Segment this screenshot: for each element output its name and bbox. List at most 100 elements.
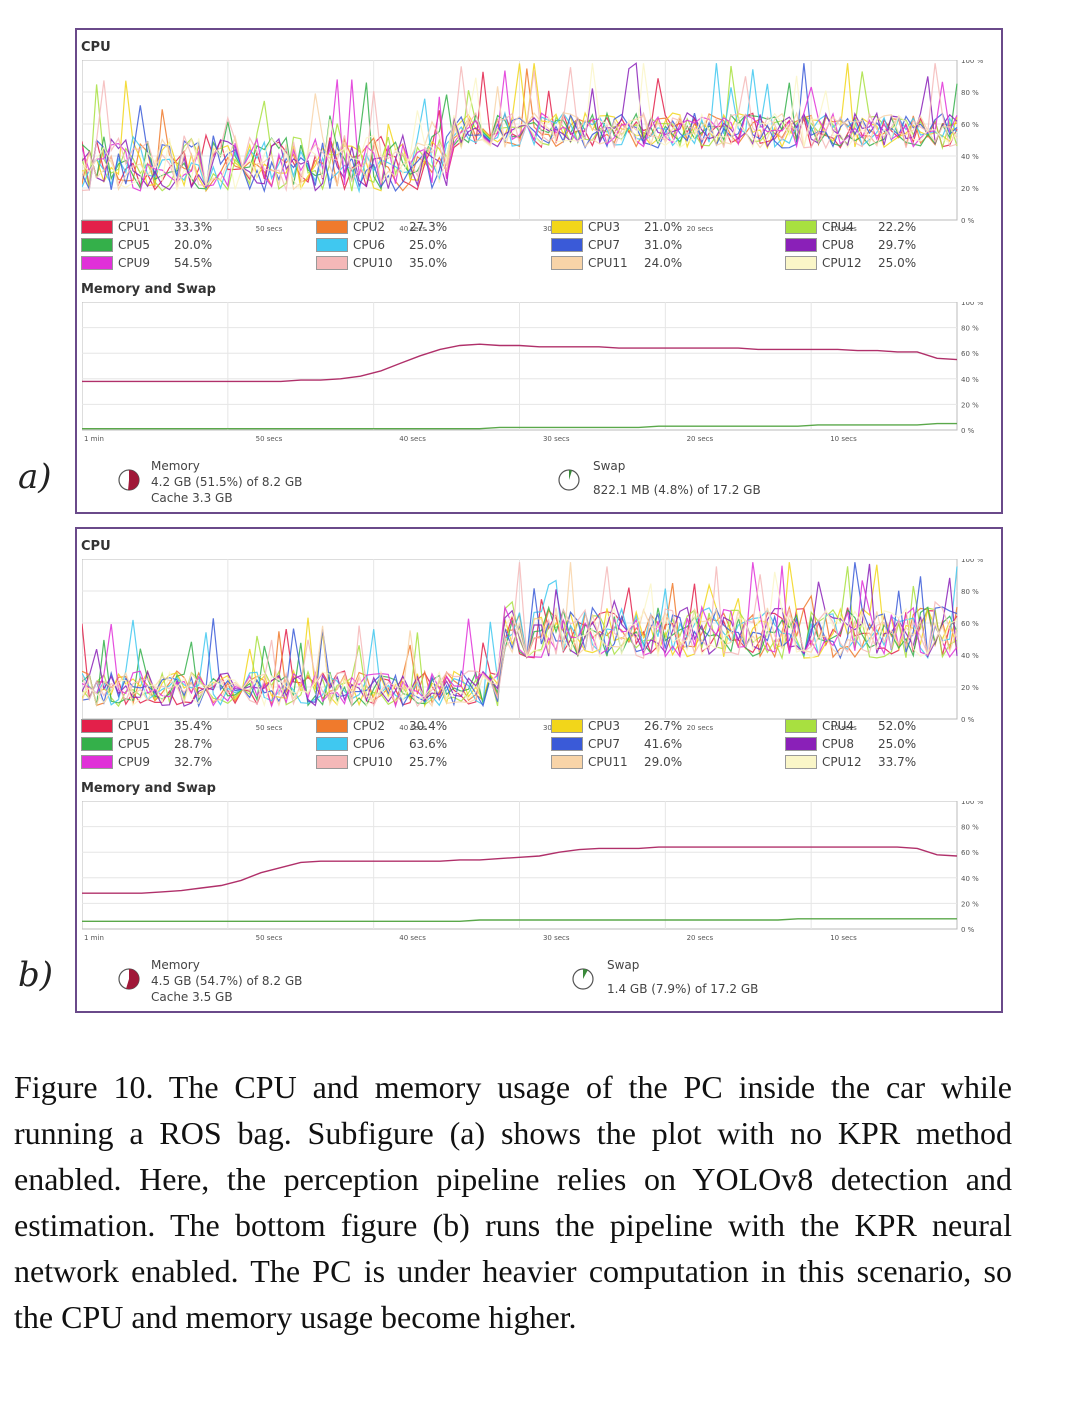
swap-series [82, 918, 957, 923]
y-tick-label: 0 % [961, 217, 975, 225]
cpu-legend-group-1: CPU1 35.4% CPU5 28.7% CPU9 32.7% [81, 717, 234, 771]
x-tick-label: 20 secs [687, 934, 714, 942]
legend-item-cpu3: CPU3 26.7% [551, 717, 704, 735]
legend-value: 27.3% [409, 220, 448, 234]
legend-item-cpu3: CPU3 21.0% [551, 218, 704, 236]
legend-item-cpu8: CPU8 25.0% [785, 735, 938, 753]
legend-name: CPU10 [353, 256, 393, 270]
legend-name: CPU2 [353, 220, 386, 234]
legend-swatch[interactable] [316, 755, 348, 769]
x-tick-label: 50 secs [256, 724, 283, 732]
swap-detail: 822.1 MB (4.8%) of 17.2 GB [593, 483, 761, 497]
legend-swatch[interactable] [785, 220, 817, 234]
legend-swatch[interactable] [551, 256, 583, 270]
legend-value: 33.7% [878, 755, 917, 769]
legend-item-cpu4: CPU4 22.2% [785, 218, 938, 236]
x-tick-label: 20 secs [687, 225, 714, 233]
memory-series [82, 846, 958, 894]
legend-swatch[interactable] [551, 719, 583, 733]
memory-cache: Cache 3.5 GB [151, 990, 233, 1004]
legend-value: 22.2% [878, 220, 917, 234]
legend-name: CPU12 [822, 755, 862, 769]
legend-swatch[interactable] [785, 737, 817, 751]
legend-value: 25.0% [878, 256, 917, 270]
legend-swatch[interactable] [785, 256, 817, 270]
legend-name: CPU11 [588, 755, 628, 769]
memory-detail: 4.2 GB (51.5%) of 8.2 GB [151, 475, 303, 489]
y-tick-label: 0 % [961, 716, 975, 724]
x-tick-label: 40 secs [399, 934, 426, 942]
legend-swatch[interactable] [81, 238, 113, 252]
legend-swatch[interactable] [316, 737, 348, 751]
legend-swatch[interactable] [316, 256, 348, 270]
swap-pie-icon [558, 469, 580, 491]
legend-swatch[interactable] [81, 719, 113, 733]
legend-value: 25.0% [878, 737, 917, 751]
x-tick-label: 50 secs [256, 435, 283, 443]
legend-swatch[interactable] [551, 755, 583, 769]
legend-item-cpu7: CPU7 41.6% [551, 735, 704, 753]
cpu-series-cpu10 [82, 562, 958, 708]
pie-slice [128, 470, 139, 490]
y-tick-label: 60 % [961, 849, 979, 857]
legend-item-cpu11: CPU11 24.0% [551, 254, 704, 272]
legend-swatch[interactable] [316, 719, 348, 733]
legend-swatch[interactable] [551, 737, 583, 751]
cpu-series-cpu9 [82, 70, 958, 192]
legend-swatch[interactable] [316, 238, 348, 252]
legend-swatch[interactable] [785, 719, 817, 733]
legend-item-cpu1: CPU1 33.3% [81, 218, 234, 236]
legend-swatch[interactable] [316, 220, 348, 234]
legend-swatch[interactable] [551, 238, 583, 252]
memory-pie-icon [118, 469, 140, 491]
legend-name: CPU8 [822, 737, 855, 751]
y-tick-label: 100 % [961, 302, 984, 307]
swap-info: Swap 822.1 MB (4.8%) of 17.2 GB [557, 458, 761, 498]
cpu-series-cpu5 [82, 605, 958, 707]
legend-name: CPU4 [822, 220, 855, 234]
legend-name: CPU12 [822, 256, 862, 270]
legend-name: CPU9 [118, 755, 151, 769]
legend-value: 25.7% [409, 755, 448, 769]
legend-swatch[interactable] [81, 755, 113, 769]
legend-name: CPU4 [822, 719, 855, 733]
legend-value: 28.7% [174, 737, 213, 751]
y-tick-label: 40 % [961, 652, 979, 660]
legend-item-cpu9: CPU9 32.7% [81, 753, 234, 771]
x-tick-label: 10 secs [830, 934, 857, 942]
legend-name: CPU1 [118, 719, 151, 733]
y-tick-label: 20 % [961, 684, 979, 692]
legend-swatch[interactable] [81, 737, 113, 751]
legend-swatch[interactable] [81, 220, 113, 234]
legend-item-cpu2: CPU2 27.3% [316, 218, 469, 236]
legend-swatch[interactable] [551, 220, 583, 234]
figure-caption: Figure 10. The CPU and memory usage of t… [14, 1069, 1012, 1335]
memory-section-title: Memory and Swap [81, 781, 216, 796]
x-tick-label: 30 secs [543, 435, 570, 443]
system-monitor-panel-a: CPU 1 min 50 secs 40 secs 30 secs 20 secs 10 … [75, 28, 1003, 514]
legend-value: 30.4% [409, 719, 448, 733]
legend-value: 20.0% [174, 238, 213, 252]
cpu-legend-group-3: CPU3 26.7% CPU7 41.6% CPU11 29.0% [551, 717, 704, 771]
legend-swatch[interactable] [785, 755, 817, 769]
legend-name: CPU2 [353, 719, 386, 733]
x-tick-label: 40 secs [399, 225, 426, 233]
memory-label: Memory [151, 958, 200, 972]
y-tick-label: 0 % [961, 926, 975, 934]
x-tick-label: 40 secs [399, 724, 426, 732]
pie-slice [126, 969, 139, 989]
legend-swatch[interactable] [81, 256, 113, 270]
x-tick-label: 20 secs [687, 724, 714, 732]
legend-value: 25.0% [409, 238, 448, 252]
legend-item-cpu5: CPU5 28.7% [81, 735, 234, 753]
legend-name: CPU3 [588, 220, 621, 234]
cpu-series-cpu9 [82, 562, 958, 709]
x-tick-label: 50 secs [256, 934, 283, 942]
legend-value: 24.0% [644, 256, 683, 270]
legend-name: CPU11 [588, 256, 628, 270]
x-tick-label: 10 secs [830, 225, 857, 233]
legend-swatch[interactable] [785, 238, 817, 252]
x-tick-label: 10 secs [830, 435, 857, 443]
